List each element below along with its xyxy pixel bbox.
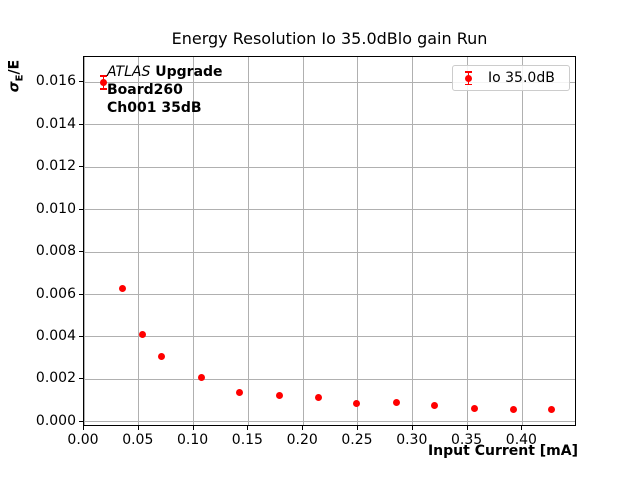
x-tick-label: 0.40 [505,432,537,448]
gridline-vertical [138,57,140,425]
sigma-symbol: σ [6,81,23,93]
data-point [197,373,205,381]
data-point [510,406,518,414]
y-tick-mark [79,420,83,422]
x-tick-mark [466,426,468,430]
x-tick-label: 0.25 [341,432,373,448]
error-bar-cap-bottom [100,88,108,90]
gridline-vertical [302,57,304,425]
error-bar-cap-top [100,75,108,77]
y-tick-mark [79,378,83,380]
y-tick-label: 0.008 [35,243,76,260]
gridline-horizontal [84,166,575,168]
gridline-vertical [83,57,85,425]
gridline-horizontal [84,209,575,211]
y-tick-label: 0.002 [35,370,76,387]
data-point [315,393,323,401]
x-tick-mark [137,426,139,430]
y-tick-mark [79,81,83,83]
y-tick-label: 0.014 [35,115,76,132]
x-tick-mark [521,426,523,430]
gridline-horizontal [84,336,575,338]
x-tick-label: 0.05 [122,432,154,448]
y-tick-label: 0.004 [35,327,76,344]
gridline-horizontal [84,421,575,423]
annotation-experiment: ATLAS [107,64,151,80]
gridline-vertical [247,57,249,425]
gridline-vertical [521,57,523,425]
legend-label: Io 35.0dB [488,70,555,86]
chart-title: Energy Resolution Io 35.0dBlo gain Run [171,29,488,48]
sigma-subscript: E [14,74,26,82]
x-tick-mark [411,426,413,430]
gridline-horizontal [84,81,575,83]
y-tick-mark [79,123,83,125]
data-point [353,399,361,407]
x-tick-mark [302,426,304,430]
y-tick-label: 0.012 [35,158,76,175]
x-tick-mark [356,426,358,430]
x-axis-label: Input Current [mA] [427,443,578,459]
y-tick-label: 0.000 [35,412,76,429]
y-tick-label: 0.006 [35,285,76,302]
y-tick-mark [79,293,83,295]
gridline-vertical [412,57,414,425]
x-tick-label: 0.10 [177,432,209,448]
legend: Io 35.0dB [452,65,570,91]
x-tick-label: 0.30 [396,432,428,448]
data-point [158,352,166,360]
y-tick-mark [79,166,83,168]
gridline-vertical [357,57,359,425]
x-tick-mark [192,426,194,430]
annotation-channel: Ch001 35dB [107,100,202,116]
gridline-horizontal [84,124,575,126]
gridline-vertical [467,57,469,425]
y-tick-mark [79,251,83,253]
data-point [236,388,244,396]
data-point [392,398,400,406]
errorbar-marker-icon [463,68,474,88]
y-tick-label: 0.016 [35,73,76,90]
x-tick-mark [247,426,249,430]
data-point [275,391,283,399]
errorbar-cap-bottom [465,83,472,85]
x-tick-label: 0.15 [231,432,263,448]
gridline-horizontal [84,251,575,253]
annotation-line-1: ATLAS Upgrade [107,63,223,81]
gridline-vertical [193,57,195,425]
x-tick-mark [83,426,84,430]
x-tick-label: 0.00 [67,432,99,448]
y-tick-mark [79,335,83,337]
errorbar-dot [465,74,472,82]
x-tick-label: 0.35 [451,432,483,448]
annotation-text: ATLAS Upgrade Board260 Ch001 35dB [107,63,223,117]
plot-area: ATLAS Upgrade Board260 Ch001 35dB Io 35.… [83,56,576,426]
ylabel-rest: /E [6,59,23,75]
annotation-board: Board260 [107,82,183,98]
data-point [470,404,478,412]
data-point [431,401,439,409]
y-tick-label: 0.010 [35,200,76,217]
gridline-horizontal [84,294,575,296]
data-point [548,406,556,414]
data-point [138,331,146,339]
annotation-upgrade: Upgrade [155,64,223,80]
errorbar-cap-top [465,71,472,73]
data-point [100,78,108,86]
y-axis-label: σE/E [7,60,26,92]
y-tick-mark [79,208,83,210]
gridline-horizontal [84,378,575,380]
x-tick-label: 0.20 [286,432,318,448]
data-point [118,284,126,292]
